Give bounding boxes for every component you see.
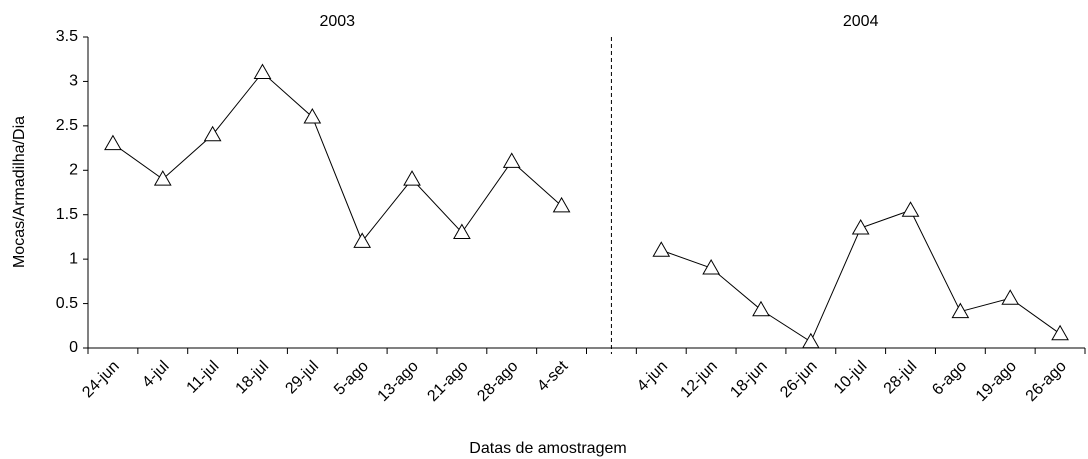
marker	[1051, 324, 1069, 341]
marker	[552, 196, 571, 213]
x-tick-label: 24-jun	[79, 358, 122, 401]
x-tick-label: 10-jul	[831, 358, 871, 398]
marker	[951, 302, 970, 319]
x-tick-label: 21-ago	[424, 358, 471, 405]
annotation: 2003	[319, 13, 355, 30]
marker	[702, 259, 720, 275]
marker	[104, 134, 122, 151]
x-tick-label: 13-ago	[375, 358, 422, 405]
x-tick-label: 28-jul	[881, 358, 921, 398]
y-tick-label: 3	[69, 73, 78, 90]
x-axis-label: Datas de amostragem	[469, 440, 626, 457]
marker	[901, 201, 920, 217]
x-tick-label: 11-jul	[184, 358, 223, 397]
x-tick-label: 26-ago	[1023, 358, 1070, 405]
x-tick-label: 5-ago	[331, 358, 372, 399]
y-tick-label: 0	[69, 339, 78, 356]
marker	[353, 232, 372, 248]
marker	[652, 241, 671, 257]
x-tick-label: 19-ago	[973, 358, 1020, 405]
y-tick-label: 1.5	[56, 206, 78, 223]
marker	[1001, 289, 1020, 305]
marker	[801, 332, 820, 349]
y-tick-label: 2	[69, 162, 78, 179]
marker	[851, 219, 870, 235]
y-tick-label: 0.5	[56, 295, 78, 312]
x-tick-label: 18-jun	[727, 358, 770, 401]
marker	[203, 125, 222, 142]
marker	[502, 152, 521, 168]
marker	[253, 63, 272, 80]
marker	[153, 170, 172, 186]
x-tick-label: 29-jul	[282, 358, 322, 398]
y-tick-label: 1	[69, 250, 78, 267]
x-tick-label: 28-ago	[474, 358, 521, 405]
line	[112, 71, 1061, 343]
x-tick-label: 12-jun	[677, 358, 720, 401]
x-tick-label: 18-jul	[233, 358, 273, 398]
x-tick-label: 4-jun	[634, 358, 671, 395]
x-tick-label: 26-jun	[777, 358, 820, 401]
marker	[752, 300, 770, 317]
marker	[303, 107, 322, 124]
x-tick-label: 6-ago	[929, 358, 970, 399]
x-tick-label: 4-jul	[139, 358, 172, 391]
annotation: 2004	[843, 13, 879, 30]
y-axis-label: Mocas/Armadilha/Dia	[11, 116, 28, 268]
x-tick-label: 4-set	[534, 357, 572, 395]
y-tick-label: 3.5	[56, 28, 78, 45]
y-tick-label: 2.5	[56, 117, 78, 134]
marker	[453, 223, 471, 239]
marker	[403, 170, 421, 186]
